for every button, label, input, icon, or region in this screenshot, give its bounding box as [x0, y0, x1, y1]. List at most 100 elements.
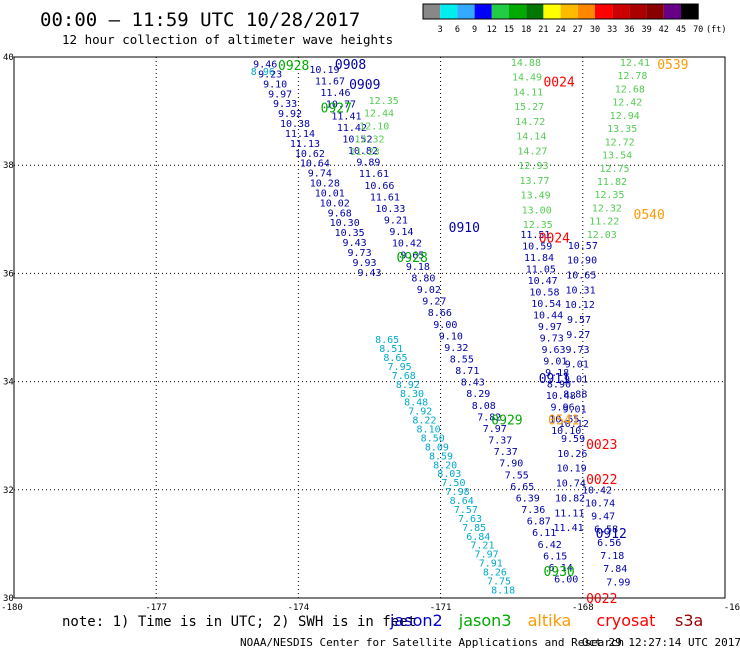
wave-height-value: 10.52: [342, 134, 372, 145]
wave-height-value: 10.42: [582, 485, 612, 496]
pass-time-label: 0024: [543, 75, 574, 90]
wave-height-value: 9.32: [444, 343, 468, 354]
pass-time-label: 0927: [321, 101, 352, 116]
color-swatch: [560, 4, 578, 19]
wave-height-value: 9.96: [551, 403, 575, 414]
map-title: 00:00 – 11:59 UTC 10/28/2017: [40, 9, 360, 31]
latitude-tick-label: 32: [3, 486, 14, 496]
wave-height-value: 9.18: [406, 262, 430, 273]
color-scale-label: 42: [659, 25, 669, 35]
color-scale-label: 27: [573, 25, 583, 35]
color-scale-bar: 3 6 9 12 15 18 21 24 27 30 33 36 39 42 45 70 (ft): [422, 3, 726, 35]
wave-height-values: 8.968.658.518.657.957.688.928.308.487.92…: [251, 58, 650, 596]
wave-height-value: 7.95: [388, 362, 412, 373]
wave-height-value: 10.12: [565, 300, 595, 311]
wave-height-value: 10.28: [310, 179, 340, 190]
wave-height-value: 9.27: [422, 297, 446, 308]
wave-height-value: 9.73: [566, 345, 590, 356]
color-scale-label: 6: [455, 25, 460, 35]
wave-height-value: 14.27: [517, 146, 547, 157]
wave-height-value: 15.27: [514, 102, 544, 113]
wave-height-value: 11.46: [320, 88, 350, 99]
wave-height-value: 9.65: [400, 250, 424, 261]
wave-height-value: 9.18: [545, 368, 569, 379]
satellite-legend-item: jason2: [389, 611, 443, 630]
color-scale-label: 3: [438, 25, 443, 35]
longitude-tick-label: -174: [288, 603, 310, 613]
wave-height-value: 12.35: [369, 96, 399, 107]
pass-time-label: 0928: [278, 59, 309, 74]
axis-ticks: -180 -177 -174 -171 -168 -16 40 38 36 34 32 30: [1, 53, 740, 613]
wave-height-value: 11.05: [526, 265, 556, 276]
longitude-tick-label: -177: [145, 603, 167, 613]
color-scale-label: 36: [624, 25, 634, 35]
wave-height-value: 8.80: [411, 273, 435, 284]
satellite-legend-item: s3a: [675, 611, 703, 630]
wave-height-value: 12.35: [594, 190, 624, 201]
wave-height-value: 14.72: [515, 117, 545, 128]
color-swatch: [577, 4, 595, 19]
wave-height-value: 9.10: [263, 79, 287, 90]
wave-height-value: 7.36: [521, 505, 545, 516]
wave-height-value: 11.11: [554, 508, 584, 519]
wave-height-value: 10.74: [556, 479, 586, 490]
wave-height-value: 9.74: [308, 169, 332, 180]
wave-height-value: 8.30: [400, 389, 424, 400]
wave-height-value: 10.02: [320, 198, 350, 209]
wave-height-value: 7.92: [408, 407, 432, 418]
wave-height-value: 13.77: [519, 176, 549, 187]
wave-height-value: 11.61: [359, 169, 389, 180]
footer-credit: NOAA/NESDIS Center for Satellite Applica…: [240, 636, 624, 649]
satellite-legend-item: cryosat: [596, 611, 655, 630]
plot-frame: [13, 56, 726, 599]
pass-time-label: 0908: [335, 58, 366, 73]
wave-height-value: 10.58: [529, 288, 559, 299]
wave-height-value: 7.68: [392, 371, 416, 382]
wave-height-value: 6.11: [532, 528, 556, 539]
wave-height-value: 9.43: [357, 268, 381, 279]
wave-height-value: 8.64: [450, 496, 474, 507]
wave-height-value: 8.48: [404, 398, 428, 409]
wave-height-value: 7.50: [441, 478, 465, 489]
wave-height-value: 10.64: [300, 159, 330, 170]
wave-height-value: 9.59: [561, 434, 585, 445]
wave-height-value: 13.00: [522, 205, 552, 216]
wave-height-value: 6.14: [549, 563, 573, 574]
satellite-legend-item: altika: [528, 611, 572, 630]
wave-height-value: 9.73: [540, 334, 564, 345]
latitude-tick-label: 30: [3, 594, 14, 604]
wave-height-value: 11.14: [285, 129, 315, 140]
color-swatch: [543, 4, 561, 19]
wave-height-value: 6.65: [510, 482, 534, 493]
wave-height-value: 8.08: [472, 401, 496, 412]
wave-height-value: 10.66: [364, 181, 394, 192]
wave-height-value: 8.43: [461, 378, 485, 389]
latitude-tick-label: 34: [3, 378, 14, 388]
wave-height-value: 10.38: [280, 119, 310, 130]
wave-height-value: 11.84: [524, 253, 554, 264]
wave-height-value: 9.21: [384, 216, 408, 227]
wave-height-value: 7.99: [606, 577, 630, 588]
wave-height-value: 9.97: [538, 322, 562, 333]
wave-height-value: 12.68: [615, 84, 645, 95]
wave-height-value: 10.10: [551, 426, 581, 437]
satellite-legend-item: jason3: [458, 611, 512, 630]
wave-height-value: 12.78: [617, 71, 647, 82]
wave-height-value: 11.23: [350, 147, 380, 158]
wave-height-value: 10.01: [315, 188, 345, 199]
color-swatch: [526, 4, 544, 19]
wave-height-value: 7.37: [488, 436, 512, 447]
pass-time-label: 0911: [539, 372, 570, 387]
wave-height-value: 9.01: [565, 360, 589, 371]
wave-height-value: 9.33: [273, 99, 297, 110]
wave-height-value: 10.26: [557, 449, 587, 460]
wave-height-value: 7.90: [499, 459, 523, 470]
wave-height-value: 12.35: [523, 220, 553, 231]
wave-height-value: 9.63: [541, 345, 565, 356]
wave-height-value: 11.82: [597, 177, 627, 188]
color-swatch: [423, 4, 441, 19]
wave-height-value: 10.30: [330, 218, 360, 229]
longitude-tick-label: -180: [1, 603, 23, 613]
pass-time-label: 0022: [586, 592, 617, 607]
